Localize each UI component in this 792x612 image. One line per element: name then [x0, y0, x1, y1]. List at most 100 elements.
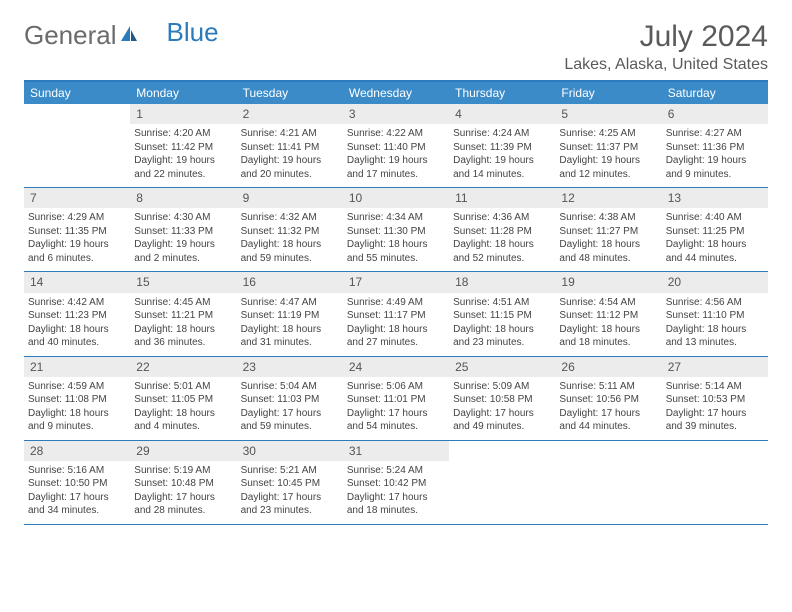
day-number: 23 — [237, 357, 343, 377]
day-number: 27 — [662, 357, 768, 377]
sunset-text: Sunset: 11:27 PM — [559, 225, 657, 239]
day-cell: . — [555, 441, 661, 524]
sunset-text: Sunset: 11:19 PM — [241, 309, 339, 323]
sunrise-text: Sunrise: 4:54 AM — [559, 296, 657, 310]
title-block: July 2024 Lakes, Alaska, United States — [564, 20, 768, 74]
day-cell: 28 Sunrise: 5:16 AMSunset: 10:50 PMDaylig… — [24, 441, 130, 524]
sunset-text: Sunset: 11:25 PM — [666, 225, 764, 239]
day-cell: 7 Sunrise: 4:29 AMSunset: 11:35 PMDayligh… — [24, 188, 130, 271]
day-number: 7 — [24, 188, 130, 208]
daylight-text: Daylight: 17 hours and 28 minutes. — [134, 491, 232, 518]
sunset-text: Sunset: 10:56 PM — [559, 393, 657, 407]
sunrise-text: Sunrise: 4:36 AM — [453, 211, 551, 225]
sunset-text: Sunset: 11:21 PM — [134, 309, 232, 323]
day-cell: 6Sunrise: 4:27 AMSunset: 11:36 PMDayligh… — [662, 104, 768, 187]
day-cell: 13Sunrise: 4:40 AMSunset: 11:25 PMDaylig… — [662, 188, 768, 271]
sunset-text: Sunset: 11:01 PM — [347, 393, 445, 407]
day-cell: 25Sunrise: 5:09 AMSunset: 10:58 PMDaylig… — [449, 357, 555, 440]
daylight-text: Daylight: 18 hours and 4 minutes. — [134, 407, 232, 434]
sunset-text: Sunset: 10:58 PM — [453, 393, 551, 407]
daylight-text: Daylight: 17 hours and 34 minutes. — [28, 491, 126, 518]
daylight-text: Daylight: 19 hours and 17 minutes. — [347, 154, 445, 181]
weekday-header-row: SundayMondayTuesdayWednesdayThursdayFrid… — [24, 82, 768, 104]
sunrise-text: Sunrise: 5:16 AM — [28, 464, 126, 478]
daylight-text: Daylight: 19 hours and 6 minutes. — [28, 238, 126, 265]
weeks-container: .1Sunrise: 4:20 AMSunset: 11:42 PMDaylig… — [24, 104, 768, 525]
sunset-text: Sunset: 11:35 PM — [28, 225, 126, 239]
daylight-text: Daylight: 18 hours and 36 minutes. — [134, 323, 232, 350]
sunrise-text: Sunrise: 4:59 AM — [28, 380, 126, 394]
sunset-text: Sunset: 11:40 PM — [347, 141, 445, 155]
sunrise-text: Sunrise: 5:04 AM — [241, 380, 339, 394]
daylight-text: Daylight: 18 hours and 31 minutes. — [241, 323, 339, 350]
day-number: 2 — [237, 104, 343, 124]
daylight-text: Daylight: 19 hours and 20 minutes. — [241, 154, 339, 181]
sunset-text: Sunset: 11:41 PM — [241, 141, 339, 155]
sunset-text: Sunset: 11:37 PM — [559, 141, 657, 155]
sunrise-text: Sunrise: 4:29 AM — [28, 211, 126, 225]
sunrise-text: Sunrise: 4:32 AM — [241, 211, 339, 225]
day-cell: 18Sunrise: 4:51 AMSunset: 11:15 PMDaylig… — [449, 272, 555, 355]
day-cell: 29Sunrise: 5:19 AMSunset: 10:48 PMDaylig… — [130, 441, 236, 524]
sunrise-text: Sunrise: 5:06 AM — [347, 380, 445, 394]
brand-blue: Blue — [167, 17, 219, 48]
week-row: 7Sunrise: 4:29 AMSunset: 11:35 PMDayligh… — [24, 188, 768, 272]
daylight-text: Daylight: 17 hours and 59 minutes. — [241, 407, 339, 434]
daylight-text: Daylight: 18 hours and 48 minutes. — [559, 238, 657, 265]
sunset-text: Sunset: 11:03 PM — [241, 393, 339, 407]
header: General Blue July 2024 Lakes, Alaska, Un… — [24, 20, 768, 74]
weekday-header: Thursday — [449, 82, 555, 104]
day-cell: 10Sunrise: 4:34 AMSunset: 11:30 PMDaylig… — [343, 188, 449, 271]
sunset-text: Sunset: 11:28 PM — [453, 225, 551, 239]
day-number: 24 — [343, 357, 449, 377]
day-number: 21 — [24, 357, 130, 377]
day-number: 17 — [343, 272, 449, 292]
location: Lakes, Alaska, United States — [564, 56, 768, 74]
day-cell: 23 Sunrise: 5:04 AMSunset: 11:03 PMDaylig… — [237, 357, 343, 440]
sunset-text: Sunset: 11:15 PM — [453, 309, 551, 323]
month-title: July 2024 — [564, 20, 768, 54]
sunset-text: Sunset: 10:50 PM — [28, 477, 126, 491]
day-cell: 3Sunrise: 4:22 AMSunset: 11:40 PMDayligh… — [343, 104, 449, 187]
sunset-text: Sunset: 11:08 PM — [28, 393, 126, 407]
daylight-text: Daylight: 18 hours and 18 minutes. — [559, 323, 657, 350]
sunrise-text: Sunrise: 4:25 AM — [559, 127, 657, 141]
daylight-text: Daylight: 19 hours and 22 minutes. — [134, 154, 232, 181]
day-cell: . — [24, 104, 130, 187]
weekday-header: Friday — [555, 82, 661, 104]
daylight-text: Daylight: 18 hours and 13 minutes. — [666, 323, 764, 350]
sunrise-text: Sunrise: 4:51 AM — [453, 296, 551, 310]
day-cell: 26Sunrise: 5:11 AMSunset: 10:56 PMDaylig… — [555, 357, 661, 440]
daylight-text: Daylight: 17 hours and 54 minutes. — [347, 407, 445, 434]
daylight-text: Daylight: 17 hours and 18 minutes. — [347, 491, 445, 518]
sunset-text: Sunset: 11:17 PM — [347, 309, 445, 323]
weekday-header: Saturday — [662, 82, 768, 104]
day-number: 28 — [24, 441, 130, 461]
day-cell: 2Sunrise: 4:21 AMSunset: 11:41 PMDayligh… — [237, 104, 343, 187]
sunrise-text: Sunrise: 5:14 AM — [666, 380, 764, 394]
brand-general: General — [24, 20, 117, 51]
week-row: .1Sunrise: 4:20 AMSunset: 11:42 PMDaylig… — [24, 104, 768, 188]
daylight-text: Daylight: 18 hours and 55 minutes. — [347, 238, 445, 265]
sunrise-text: Sunrise: 5:19 AM — [134, 464, 232, 478]
day-number: 12 — [555, 188, 661, 208]
daylight-text: Daylight: 18 hours and 44 minutes. — [666, 238, 764, 265]
day-cell: 31Sunrise: 5:24 AMSunset: 10:42 PMDaylig… — [343, 441, 449, 524]
day-number: 19 — [555, 272, 661, 292]
sunset-text: Sunset: 11:05 PM — [134, 393, 232, 407]
day-number: 30 — [237, 441, 343, 461]
sunrise-text: Sunrise: 4:34 AM — [347, 211, 445, 225]
day-cell: 15Sunrise: 4:45 AMSunset: 11:21 PMDaylig… — [130, 272, 236, 355]
sunrise-text: Sunrise: 4:27 AM — [666, 127, 764, 141]
sunset-text: Sunset: 11:33 PM — [134, 225, 232, 239]
weekday-header: Tuesday — [237, 82, 343, 104]
sunrise-text: Sunrise: 4:20 AM — [134, 127, 232, 141]
sunrise-text: Sunrise: 4:47 AM — [241, 296, 339, 310]
day-number: 22 — [130, 357, 236, 377]
day-cell: 9Sunrise: 4:32 AMSunset: 11:32 PMDayligh… — [237, 188, 343, 271]
sunrise-text: Sunrise: 4:24 AM — [453, 127, 551, 141]
day-number: 16 — [237, 272, 343, 292]
calendar: SundayMondayTuesdayWednesdayThursdayFrid… — [24, 80, 768, 525]
day-number: 18 — [449, 272, 555, 292]
sunset-text: Sunset: 10:53 PM — [666, 393, 764, 407]
